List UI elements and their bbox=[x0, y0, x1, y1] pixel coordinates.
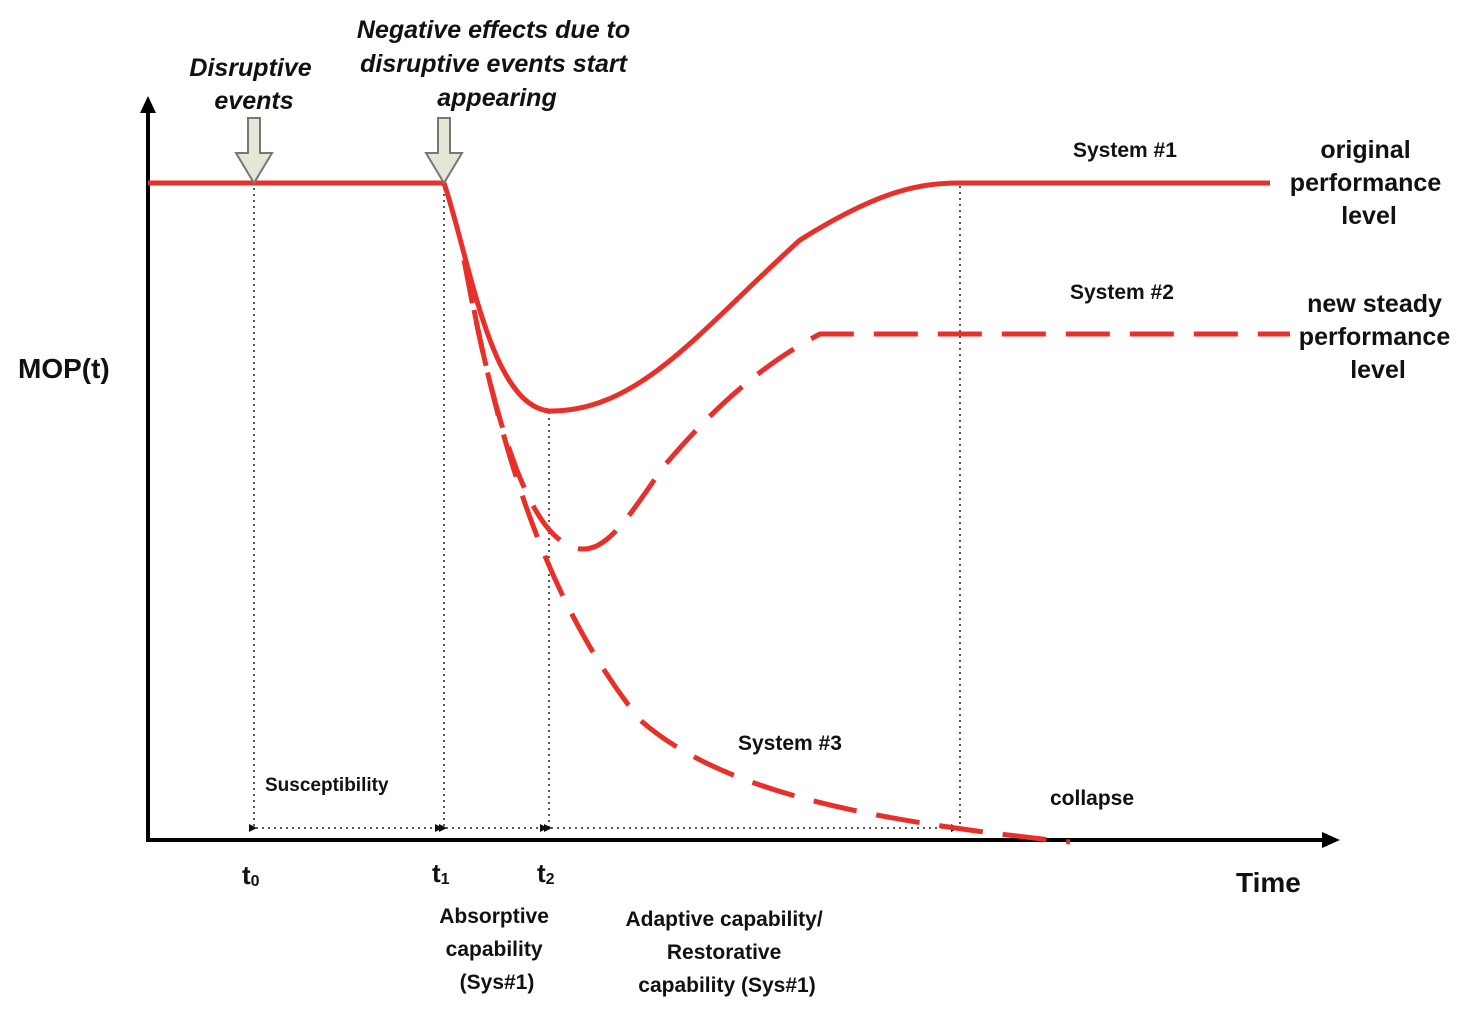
system2-outcome-label: new steady performance level bbox=[1299, 290, 1457, 384]
susceptibility-label: Susceptibility bbox=[265, 775, 389, 796]
tick-t2: t2 bbox=[537, 858, 555, 888]
system3-label: System #3 bbox=[738, 732, 842, 755]
x-axis-label: Time bbox=[1236, 867, 1301, 898]
system2-curve bbox=[461, 259, 1290, 552]
negative-effects-label: Negative effects due to disruptive event… bbox=[357, 16, 637, 112]
tick-t1: t1 bbox=[432, 858, 450, 888]
disruptive-events-label: Disruptive events bbox=[189, 54, 318, 115]
tick-t0: t0 bbox=[242, 860, 260, 890]
system1-curve bbox=[148, 180, 1270, 414]
disruptive-events-arrow-icon bbox=[234, 117, 274, 185]
system1-outcome-label: original performance level bbox=[1290, 136, 1448, 230]
y-axis-arrowhead bbox=[140, 96, 156, 113]
negative-effects-arrow-icon bbox=[424, 117, 464, 185]
system2-label: System #2 bbox=[1070, 281, 1174, 304]
system3-outcome-label: collapse bbox=[1050, 787, 1134, 810]
system3-curve bbox=[471, 309, 1071, 845]
x-axis-arrowhead bbox=[1322, 832, 1340, 848]
y-axis-label: MOP(t) bbox=[18, 353, 110, 384]
adaptive-capability-label: Adaptive capability/ Restorative capabil… bbox=[625, 908, 828, 997]
absorptive-capability-label: Absorptive capability (Sys#1) bbox=[439, 905, 555, 994]
system1-label: System #1 bbox=[1073, 139, 1177, 162]
